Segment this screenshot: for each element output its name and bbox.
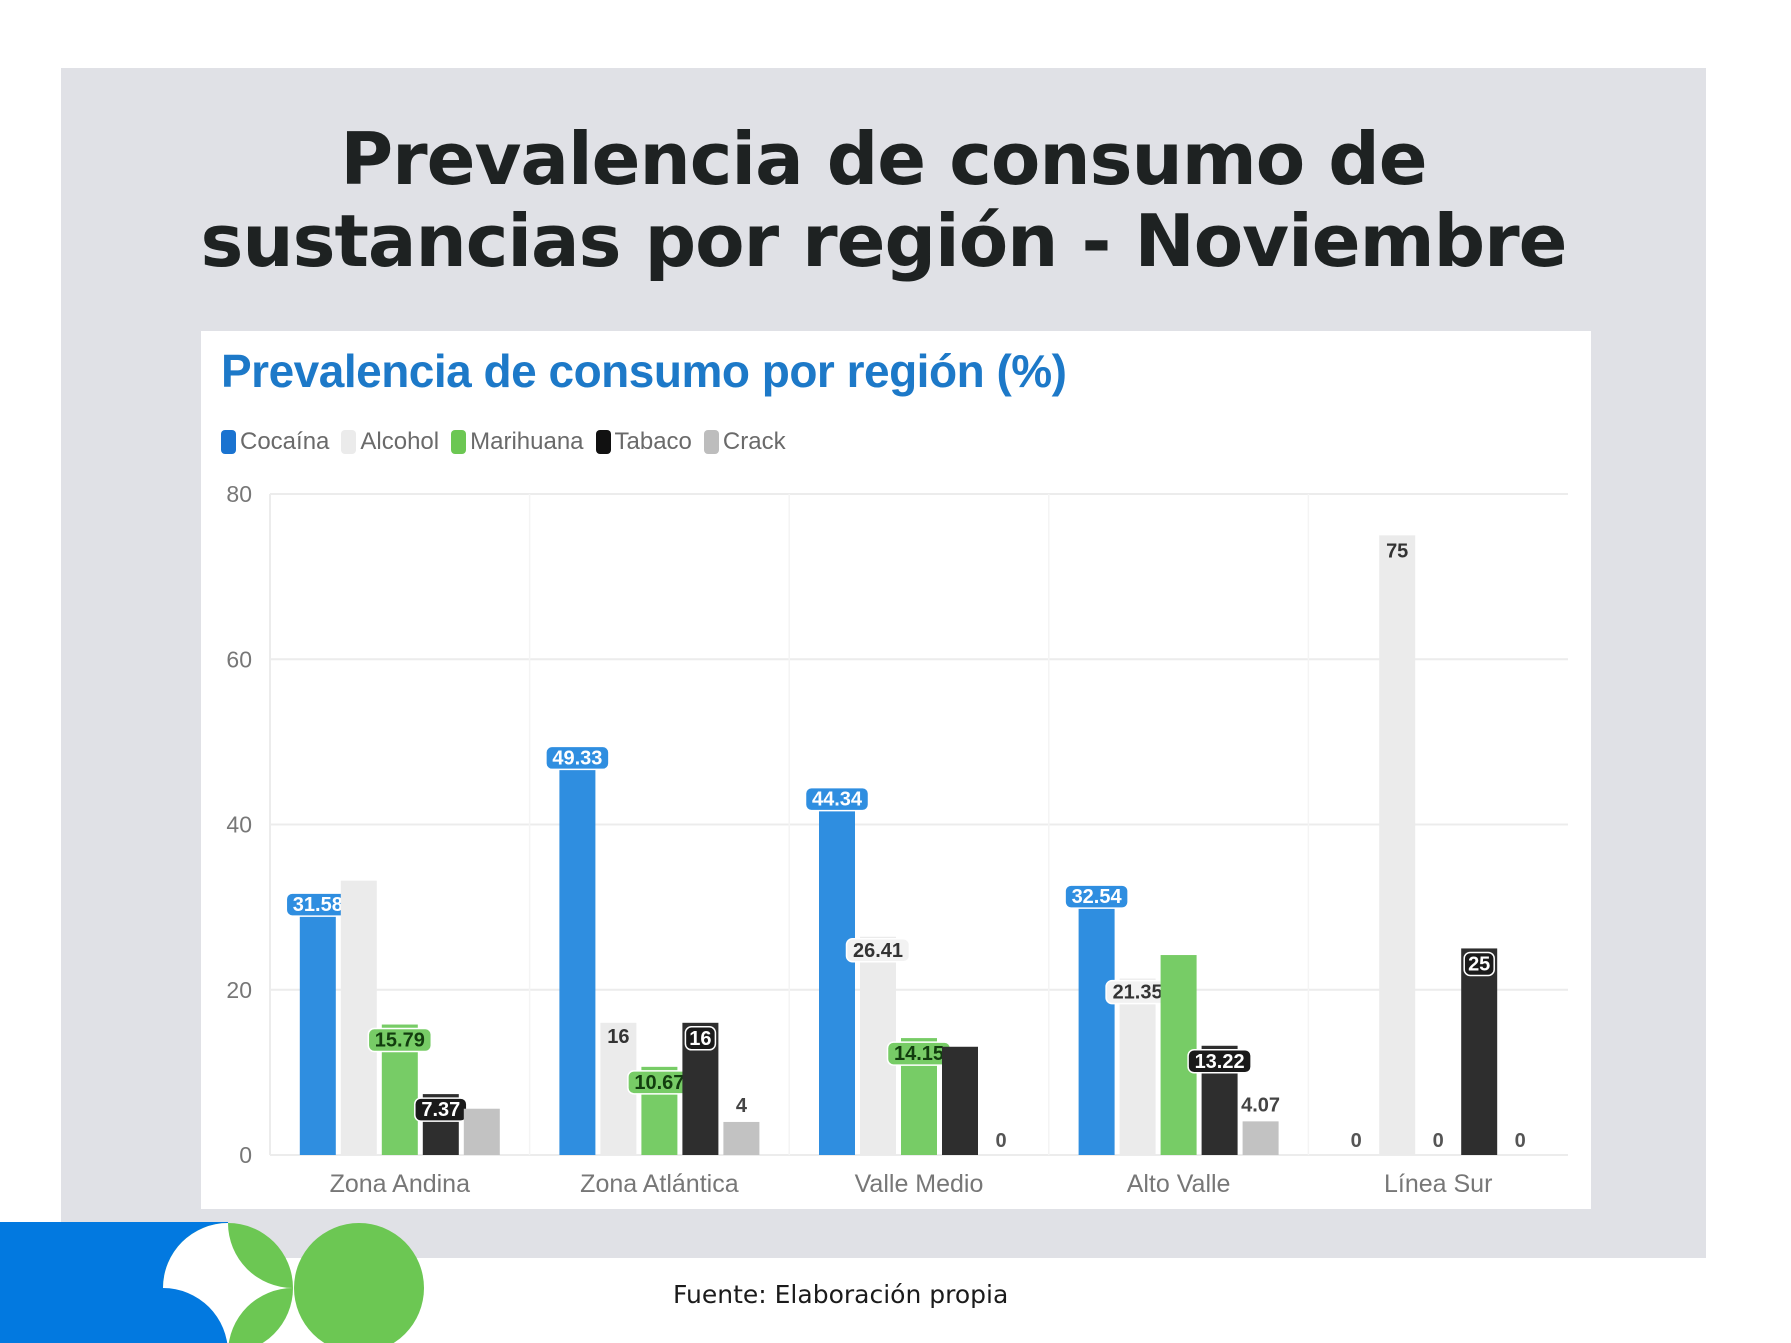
legend-label: Cocaína [240, 428, 330, 455]
data-label: 0 [995, 1130, 1006, 1152]
legend-item-alcohol[interactable]: Alcohol [341, 428, 439, 456]
legend-item-marihuana[interactable]: Marihuana [451, 428, 584, 456]
data-label: 4 [736, 1095, 748, 1117]
bar-cocaina [819, 788, 855, 1155]
data-label: 10.67 [634, 1072, 684, 1094]
deco-star-cutout [163, 1223, 293, 1343]
data-label: 4.07 [1241, 1094, 1280, 1116]
source-footnote: Fuente: Elaboración propia [673, 1280, 1009, 1309]
legend-label: Alcohol [360, 428, 440, 455]
data-label-bg [1187, 1049, 1252, 1074]
data-label: 0 [1515, 1130, 1526, 1152]
legend-swatch-alcohol [341, 430, 357, 454]
bar-tabaco [1461, 948, 1498, 1155]
y-tick-label: 40 [226, 812, 252, 838]
data-label-bg [845, 938, 911, 963]
legend-item-cocaina[interactable]: Cocaína [221, 428, 329, 456]
legend-swatch-marihuana [451, 430, 467, 454]
legend-swatch-tabaco [595, 430, 611, 454]
data-label: 75 [1386, 540, 1408, 562]
bar-crack [463, 1108, 500, 1155]
bar-cocaina [1078, 886, 1115, 1155]
data-label: 32.54 [1072, 886, 1123, 908]
data-label: 16 [689, 1028, 711, 1050]
bar-alcohol [1379, 535, 1416, 1155]
data-label: 0 [1433, 1130, 1444, 1152]
data-label: 21.35 [1113, 982, 1163, 1004]
data-label-bg [804, 786, 870, 812]
data-label-bg [1064, 884, 1129, 909]
legend-label: Crack [722, 428, 786, 455]
slide-title: Prevalencia de consumo de sustancias por… [61, 118, 1706, 282]
data-label: 31.58 [293, 894, 343, 916]
data-label-bg [1463, 951, 1495, 977]
data-label: 13.22 [1195, 1051, 1245, 1073]
y-tick-label: 20 [226, 977, 252, 1003]
legend-swatch-cocaina [221, 430, 236, 454]
bar-cocaina [299, 894, 336, 1155]
data-label: 15.79 [375, 1030, 425, 1052]
slide-title-line-2: sustancias por región - Noviembre [200, 199, 1567, 283]
bar-crack [723, 1121, 760, 1155]
decorative-shapes [0, 1222, 424, 1343]
data-label: 44.34 [812, 789, 863, 811]
y-tick-label: 80 [226, 481, 252, 507]
y-tick-label: 0 [239, 1142, 252, 1168]
slide-title-line-1: Prevalencia de consumo de [340, 117, 1427, 201]
legend-item-tabaco[interactable]: Tabaco [595, 428, 692, 456]
legend-swatch-crack [703, 430, 719, 454]
legend-label: Tabaco [614, 428, 692, 455]
bar-alcohol [340, 880, 377, 1155]
legend-label: Marihuana [470, 428, 584, 455]
data-label: 49.33 [552, 747, 602, 769]
deco-green-circle [294, 1223, 424, 1343]
x-tick-label: Zona Atlántica [580, 1170, 739, 1198]
data-label-bg [545, 745, 610, 771]
legend-item-crack[interactable]: Crack [703, 428, 786, 456]
chart-title: Prevalencia de consumo por región (%) [221, 345, 1067, 397]
y-tick-label: 60 [226, 646, 252, 672]
data-label: 26.41 [853, 940, 903, 962]
bar-cocaina [559, 747, 596, 1155]
data-label-bg [367, 1027, 433, 1053]
data-label: 0 [1351, 1130, 1362, 1152]
data-label: 14.15 [894, 1043, 944, 1065]
data-label-bg [684, 1026, 717, 1051]
x-tick-label: Zona Andina [330, 1170, 470, 1198]
data-label: 25 [1468, 953, 1490, 975]
chart-legend: Cocaína Alcohol Marihuana Tabaco Crack [221, 428, 798, 456]
data-label: 7.37 [421, 1099, 460, 1121]
x-tick-label: Alto Valle [1127, 1170, 1231, 1198]
x-tick-label: Valle Medio [855, 1170, 984, 1198]
data-label: 16 [607, 1026, 629, 1048]
bar-crack [1242, 1121, 1279, 1155]
x-tick-label: Línea Sur [1384, 1170, 1492, 1198]
bar-tabaco [942, 1046, 978, 1155]
bar-alcohol [1119, 978, 1156, 1155]
